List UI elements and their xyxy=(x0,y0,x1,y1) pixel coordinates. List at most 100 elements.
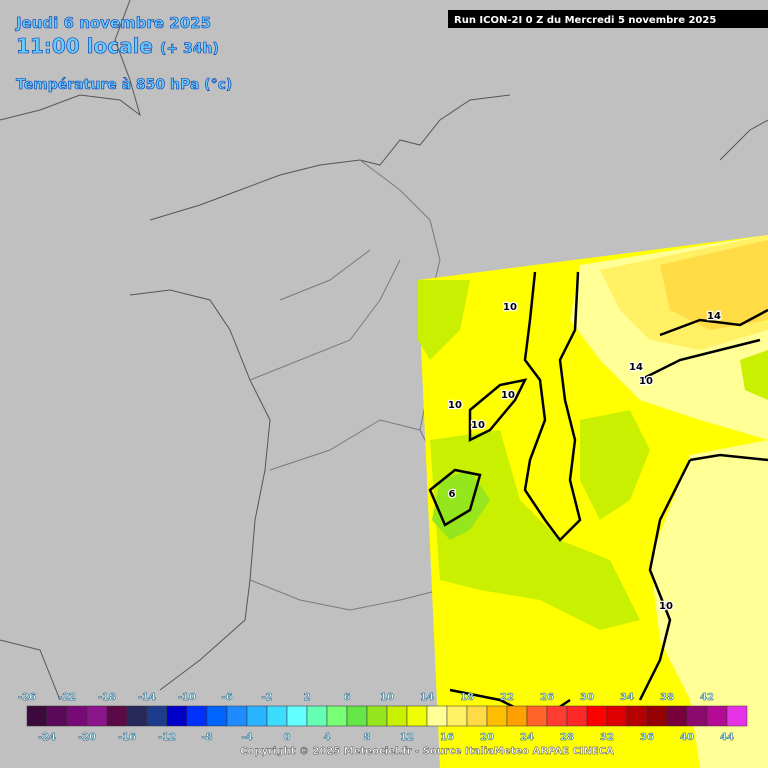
legend-swatch xyxy=(446,705,468,727)
legend-swatch xyxy=(406,705,428,727)
contour-10b xyxy=(468,378,528,443)
contour-14 xyxy=(659,308,768,337)
legend-label: -26 xyxy=(18,692,36,703)
legend-label: 42 xyxy=(700,692,714,703)
legend-label: -4 xyxy=(241,732,252,743)
legend-swatch xyxy=(146,705,168,727)
legend-swatch xyxy=(326,705,348,727)
legend-label: -22 xyxy=(58,692,76,703)
field-orange xyxy=(660,240,768,330)
legend-swatch xyxy=(126,705,148,727)
legend-label: 28 xyxy=(560,732,574,743)
legend-swatch xyxy=(606,705,628,727)
legend-swatch xyxy=(346,705,368,727)
legend-swatch xyxy=(286,705,308,727)
legend-label: 12 xyxy=(400,732,414,743)
legend-swatch xyxy=(386,705,408,727)
legend-label: -10 xyxy=(178,692,196,703)
legend-swatch xyxy=(726,705,748,727)
legend-label: 24 xyxy=(520,732,534,743)
coast-atlantic xyxy=(129,289,271,691)
legend-swatch xyxy=(486,705,508,727)
contour-label: 10 xyxy=(471,420,485,431)
legend-swatch xyxy=(206,705,228,727)
contour-label: 10 xyxy=(503,302,517,313)
legend-label: -18 xyxy=(98,692,116,703)
legend-swatch xyxy=(306,705,328,727)
legend-label: -12 xyxy=(158,732,176,743)
legend-swatch xyxy=(586,705,608,727)
legend-swatch xyxy=(666,705,688,727)
field-green-1 xyxy=(418,280,470,360)
legend-swatch xyxy=(566,705,588,727)
legend-swatch xyxy=(246,705,268,727)
legend-swatch xyxy=(266,705,288,727)
date: Jeudi 6 novembre 2025 xyxy=(15,14,211,32)
legend-label: -20 xyxy=(78,732,96,743)
contour-label: 10 xyxy=(501,390,515,401)
contour-label: 6 xyxy=(449,489,456,500)
contour-6 xyxy=(428,468,482,527)
coast-ne xyxy=(719,119,768,161)
legend-label: -14 xyxy=(138,692,156,703)
legend-label: -8 xyxy=(201,732,212,743)
legend-swatch xyxy=(366,705,388,727)
legend-swatch xyxy=(46,705,68,727)
legend-label: 8 xyxy=(364,732,371,743)
contour-label: 14 xyxy=(707,311,721,322)
legend-label: 4 xyxy=(324,732,331,743)
field-green-5 xyxy=(740,350,768,400)
legend-label: 32 xyxy=(600,732,614,743)
legend-label: 2 xyxy=(304,692,311,703)
legend-swatch xyxy=(506,705,528,727)
contour-label: 10 xyxy=(659,601,673,612)
legend-label: 0 xyxy=(284,732,291,743)
contour-10 xyxy=(523,271,582,542)
legend-swatch xyxy=(686,705,708,727)
border-south xyxy=(249,579,441,611)
legend-swatch xyxy=(626,705,648,727)
run-box xyxy=(448,10,768,28)
legend-swatch xyxy=(646,705,668,727)
legend-swatch xyxy=(186,705,208,727)
legend-label: 44 xyxy=(720,732,734,743)
field-green-4 xyxy=(580,410,650,520)
contour-labels: 10 10 10 10 6 14 14 10 10 xyxy=(447,301,722,614)
legend-label: 30 xyxy=(580,692,594,703)
legend-swatch xyxy=(86,705,108,727)
temperature-field xyxy=(418,235,768,768)
legend-label: 26 xyxy=(540,692,554,703)
field-green-2 xyxy=(430,430,640,630)
run-info: Run ICON-2I 0 Z du Mercredi 5 novembre 2… xyxy=(454,15,716,26)
legend-swatch xyxy=(546,705,568,727)
legend-swatch xyxy=(166,705,188,727)
legend-swatch xyxy=(526,705,548,727)
copyright: Copyright © 2025 Meteociel.fr - Source I… xyxy=(240,746,614,757)
legend-label: 38 xyxy=(660,692,674,703)
contours xyxy=(428,271,768,722)
contour-label: 14 xyxy=(629,362,643,373)
legend-label: 18 xyxy=(460,692,474,703)
lead-time: (+ 34h) xyxy=(160,41,219,57)
legend-swatch xyxy=(466,705,488,727)
parameter: Température à 850 hPa (°c) xyxy=(16,77,232,93)
legend-swatch xyxy=(66,705,88,727)
legend-label: 16 xyxy=(440,732,454,743)
legend-label: 6 xyxy=(344,692,351,703)
region-borders xyxy=(249,249,421,471)
legend-label: -24 xyxy=(38,732,56,743)
legend-label: 36 xyxy=(640,732,654,743)
legend-label: 20 xyxy=(480,732,494,743)
legend-swatch xyxy=(226,705,248,727)
legend-label: 14 xyxy=(420,692,434,703)
legend: -26-24-22-20-18-16-14-12-10-8-6-4-202468… xyxy=(18,692,748,743)
legend-label: 40 xyxy=(680,732,694,743)
legend-swatch xyxy=(426,705,448,727)
coast-north xyxy=(149,94,511,221)
contour-10c xyxy=(638,338,768,701)
coast-uk xyxy=(0,0,141,121)
coast-sw xyxy=(0,639,61,701)
legend-label: 34 xyxy=(620,692,634,703)
